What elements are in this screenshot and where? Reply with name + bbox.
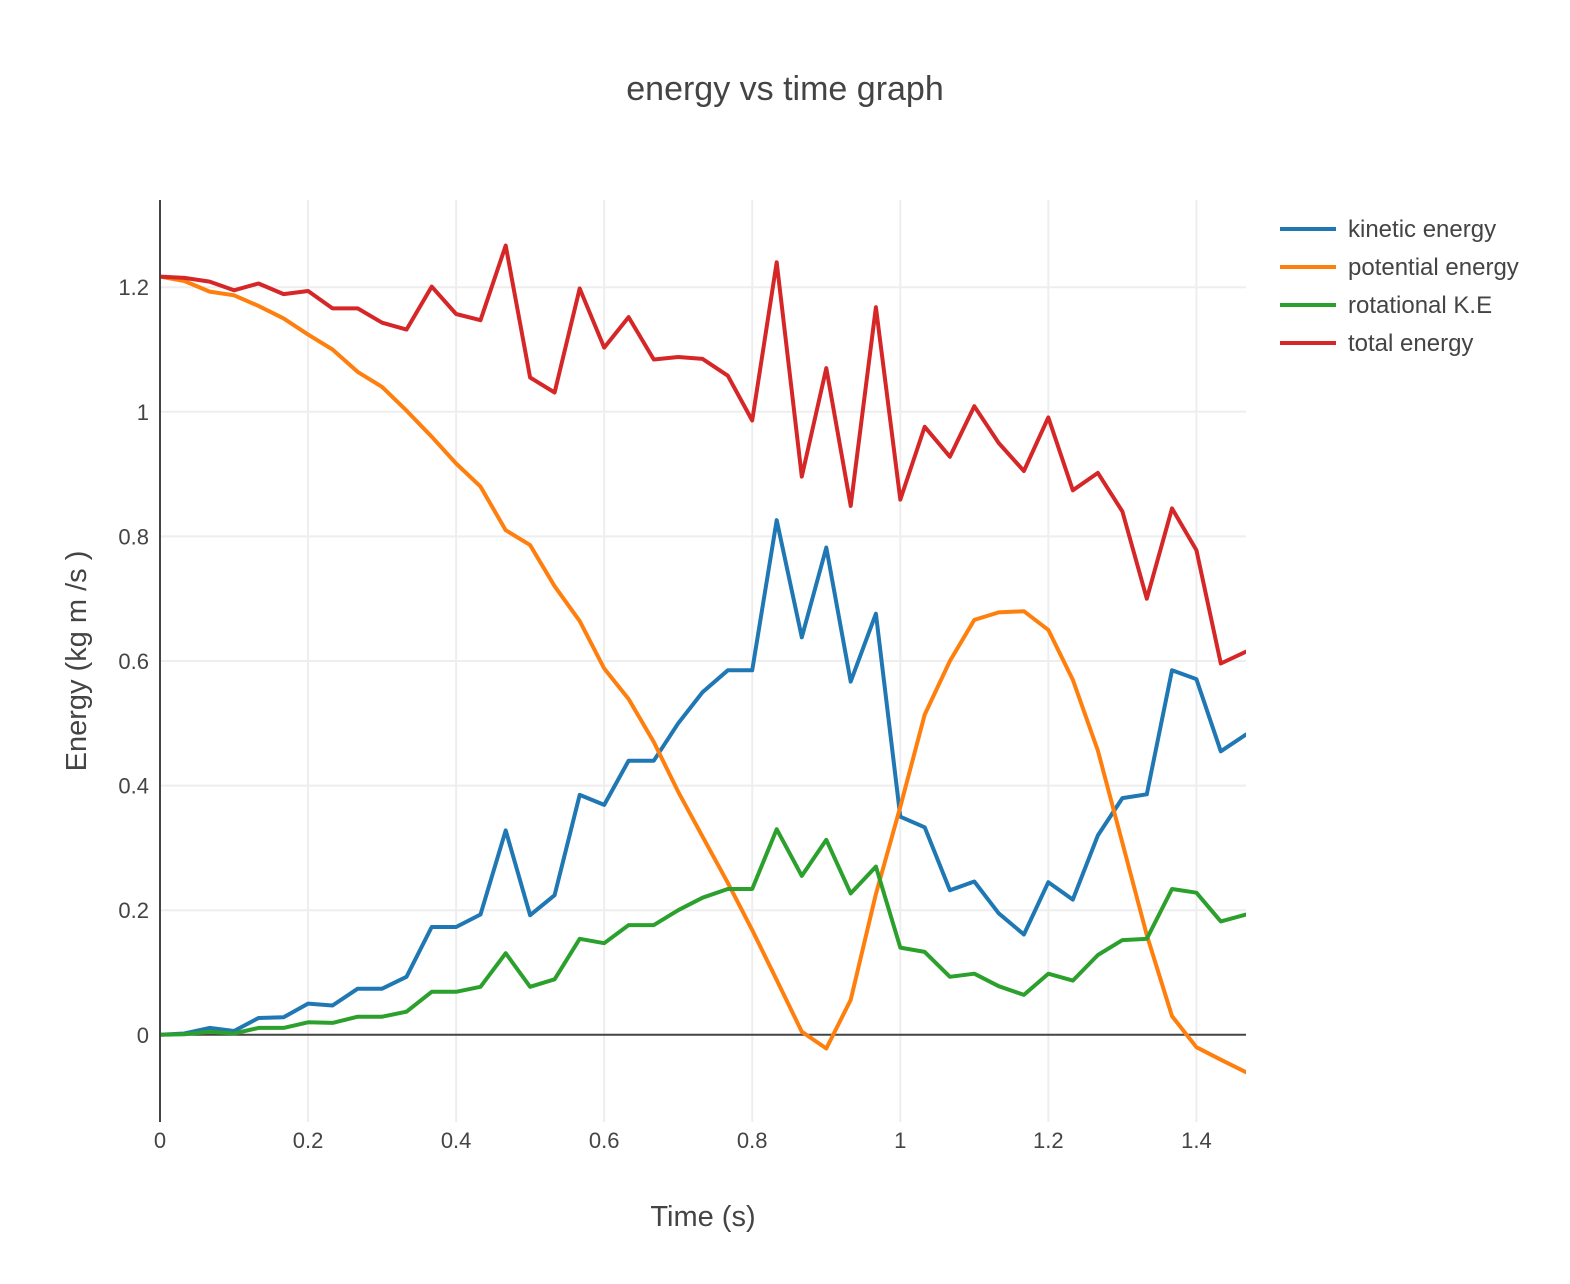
y-tick-label: 0.2	[118, 898, 149, 923]
legend[interactable]: kinetic energy potential energy rotational…	[1280, 216, 1519, 357]
legend-label: total energy	[1348, 330, 1473, 357]
legend-item-3[interactable]: rotational K.E	[1280, 292, 1492, 319]
chart-title: energy vs time graph	[626, 70, 944, 108]
legend-item-1[interactable]: kinetic energy	[1280, 216, 1496, 243]
y-tick-label: 0.8	[118, 524, 149, 549]
series-line-1	[160, 518, 1246, 1037]
legend-label: potential energy	[1348, 254, 1519, 281]
x-tick-label: 0.4	[441, 1128, 472, 1153]
x-tick-label: 0	[154, 1128, 166, 1153]
x-tick-label: 1.2	[1033, 1128, 1064, 1153]
y-tick-label: 1	[137, 400, 149, 425]
x-tick-labels: 0 0.2 0.4 0.6 0.8 1 1.2 1.4	[154, 1128, 1212, 1153]
series-line-2	[160, 274, 1246, 1075]
series-line-4	[160, 243, 1246, 666]
legend-item-4[interactable]: total energy	[1280, 330, 1473, 357]
legend-label: rotational K.E	[1348, 292, 1492, 319]
x-tick-label: 0.8	[737, 1128, 768, 1153]
series-line-3	[160, 827, 1246, 1037]
legend-item-2[interactable]: potential energy	[1280, 254, 1519, 281]
x-tick-label: 0.2	[293, 1128, 324, 1153]
legend-label: kinetic energy	[1348, 216, 1496, 243]
x-tick-label: 1	[894, 1128, 906, 1153]
y-tick-label: 0.6	[118, 649, 149, 674]
y-axis-title: Energy (kg m /s )	[61, 551, 93, 772]
series-lines	[160, 243, 1246, 1075]
y-tick-label: 0	[137, 1023, 149, 1048]
y-tick-label: 1.2	[118, 275, 149, 300]
x-tick-label: 0.6	[589, 1128, 620, 1153]
x-tick-label: 1.4	[1181, 1128, 1212, 1153]
y-tick-labels: 0 0.2 0.4 0.6 0.8 1 1.2	[118, 275, 149, 1048]
y-tick-label: 0.4	[118, 774, 149, 799]
x-axis-title: Time (s)	[650, 1201, 755, 1233]
gridlines	[160, 200, 1246, 1122]
